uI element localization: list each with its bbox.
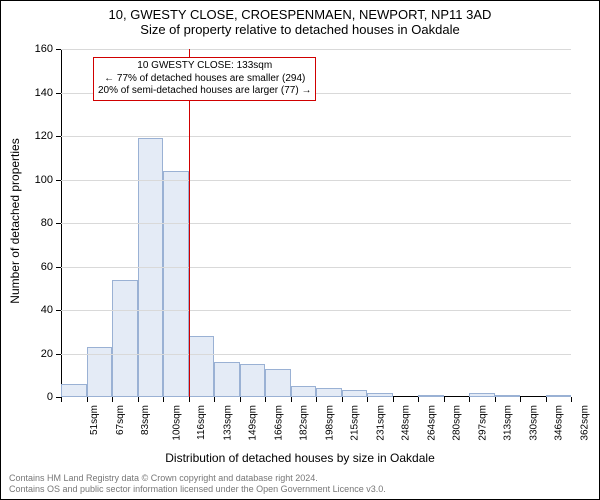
x-tick-label: 133sqm <box>222 405 233 441</box>
x-tick-label: 231sqm <box>375 405 386 441</box>
annotation-line: 10 GWESTY CLOSE: 133sqm <box>98 60 311 73</box>
y-tick <box>56 136 61 137</box>
annotation-line: 20% of semi-detached houses are larger (… <box>98 85 311 98</box>
x-tick-label: 264sqm <box>426 405 437 441</box>
histogram-bar <box>112 280 138 397</box>
footer-line-1: Contains HM Land Registry data © Crown c… <box>9 473 386 484</box>
chart-container: 10, GWESTY CLOSE, CROESPENMAEN, NEWPORT,… <box>0 0 600 500</box>
histogram-bar <box>291 386 317 397</box>
histogram-bar <box>367 393 393 397</box>
x-tick <box>546 397 547 402</box>
histogram-bar <box>469 393 495 397</box>
x-tick <box>112 397 113 402</box>
y-tick-label: 100 <box>35 174 53 186</box>
x-tick <box>291 397 292 402</box>
x-tick <box>316 397 317 402</box>
histogram-bar <box>495 395 521 397</box>
y-tick <box>56 267 61 268</box>
x-tick <box>61 397 62 402</box>
x-tick-label: 346sqm <box>554 405 565 441</box>
x-tick-label: 215sqm <box>350 405 361 441</box>
x-tick-label: 51sqm <box>89 405 100 435</box>
x-tick-label: 313sqm <box>503 405 514 441</box>
y-tick <box>56 223 61 224</box>
y-tick-label: 120 <box>35 130 53 142</box>
histogram-bar <box>61 384 87 397</box>
x-tick <box>240 397 241 402</box>
x-tick-label: 149sqm <box>248 405 259 441</box>
x-tick <box>418 397 419 402</box>
title-sub: Size of property relative to detached ho… <box>1 22 599 37</box>
annotation-box: 10 GWESTY CLOSE: 133sqm← 77% of detached… <box>93 57 316 101</box>
grid-line <box>61 267 571 268</box>
x-tick <box>138 397 139 402</box>
grid-line <box>61 180 571 181</box>
histogram-bar <box>138 138 164 397</box>
histogram-bar <box>265 369 291 397</box>
y-tick-label: 160 <box>35 43 53 55</box>
x-tick-label: 330sqm <box>528 405 539 441</box>
x-axis-title: Distribution of detached houses by size … <box>1 451 599 465</box>
histogram-bar <box>342 390 368 397</box>
x-tick-label: 362sqm <box>579 405 590 441</box>
histogram-bar <box>418 395 444 397</box>
x-tick <box>265 397 266 402</box>
title-main: 10, GWESTY CLOSE, CROESPENMAEN, NEWPORT,… <box>1 7 599 22</box>
y-tick <box>56 354 61 355</box>
y-tick-label: 20 <box>41 348 53 360</box>
grid-line <box>61 49 571 50</box>
y-axis-title: Number of detached properties <box>8 138 22 303</box>
reference-line <box>189 49 190 397</box>
grid-line <box>61 354 571 355</box>
histogram-bar <box>189 336 215 397</box>
x-tick <box>495 397 496 402</box>
x-tick-label: 182sqm <box>299 405 310 441</box>
x-tick <box>189 397 190 402</box>
x-tick <box>520 397 521 402</box>
y-tick-label: 60 <box>41 261 53 273</box>
x-tick <box>87 397 88 402</box>
x-tick <box>163 397 164 402</box>
histogram-bar <box>214 362 240 397</box>
x-tick <box>444 397 445 402</box>
plot-area: 020406080100120140160 51sqm67sqm83sqm100… <box>61 49 571 397</box>
x-tick-label: 116sqm <box>196 405 207 440</box>
y-tick <box>56 49 61 50</box>
x-tick <box>367 397 368 402</box>
x-tick <box>214 397 215 402</box>
x-tick-label: 166sqm <box>273 405 284 441</box>
histogram-bar <box>240 364 266 397</box>
x-tick <box>571 397 572 402</box>
x-tick-label: 83sqm <box>140 405 151 435</box>
histogram-bar <box>316 388 342 397</box>
histogram-bar <box>546 395 572 397</box>
annotation-line: ← 77% of detached houses are smaller (29… <box>98 73 311 86</box>
x-tick-label: 198sqm <box>324 405 335 441</box>
footer: Contains HM Land Registry data © Crown c… <box>9 473 386 495</box>
x-tick <box>342 397 343 402</box>
x-tick-label: 100sqm <box>171 405 182 441</box>
x-tick-label: 67sqm <box>115 405 126 435</box>
footer-line-2: Contains OS and public sector informatio… <box>9 484 386 495</box>
y-tick-label: 80 <box>41 217 53 229</box>
y-tick-label: 40 <box>41 304 53 316</box>
y-tick-label: 0 <box>47 391 53 403</box>
y-tick <box>56 93 61 94</box>
x-tick-label: 248sqm <box>401 405 412 441</box>
y-tick-label: 140 <box>35 87 53 99</box>
x-tick <box>393 397 394 402</box>
y-tick <box>56 310 61 311</box>
x-tick-label: 280sqm <box>452 405 463 441</box>
grid-line <box>61 223 571 224</box>
grid-line <box>61 310 571 311</box>
title-block: 10, GWESTY CLOSE, CROESPENMAEN, NEWPORT,… <box>1 1 599 37</box>
x-tick <box>469 397 470 402</box>
histogram-bar <box>163 171 189 397</box>
grid-line <box>61 136 571 137</box>
x-tick-label: 297sqm <box>477 405 488 441</box>
y-tick <box>56 180 61 181</box>
